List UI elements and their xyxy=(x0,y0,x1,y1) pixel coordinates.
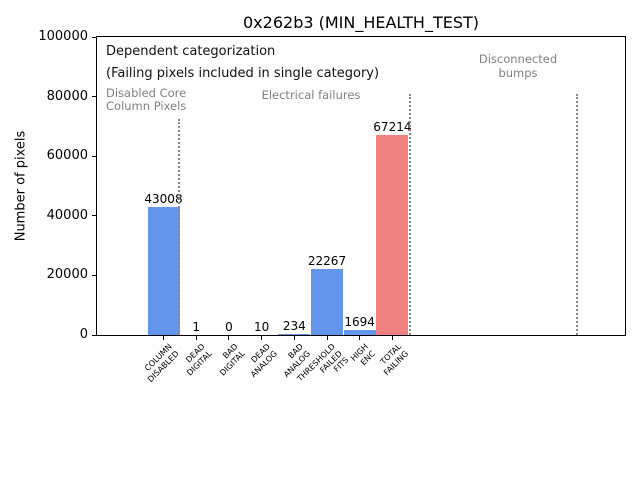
x-tick-mark xyxy=(359,336,361,340)
y-tick-label: 40000 xyxy=(46,207,88,223)
x-tick-label-column-disabled: COLUMN DISABLED xyxy=(142,342,181,384)
annotation-failing-pixels-note: (Failing pixels included in single categ… xyxy=(106,66,380,81)
x-tick-mark xyxy=(195,336,197,340)
bar-value-label-bad-digital: 0 xyxy=(225,320,233,334)
bar-threshold-failed-fits xyxy=(311,269,343,335)
bar-column-disabled xyxy=(147,207,180,335)
y-tick-label: 100000 xyxy=(38,29,88,44)
y-tick-mark xyxy=(92,215,96,217)
x-tick-mark xyxy=(391,336,393,340)
bar-value-label-dead-analog: 10 xyxy=(253,320,270,334)
region-label-disabled-core-column-pixels: Disabled Core Column Pixels xyxy=(106,86,187,113)
y-tick-mark xyxy=(92,36,96,38)
y-tick-label: 20000 xyxy=(46,267,88,283)
region-label-electrical-failures: Electrical failures xyxy=(261,88,361,102)
y-tick-mark xyxy=(92,274,96,276)
divider-dotted-line xyxy=(178,119,180,335)
y-tick-mark xyxy=(92,334,96,336)
bar-value-label-high-enc: 1694 xyxy=(344,315,375,329)
x-tick-label-total-failing: TOTAL FAILING xyxy=(378,342,410,377)
y-tick-label: 0 xyxy=(79,327,88,342)
x-tick-mark xyxy=(326,336,328,340)
bar-high-enc xyxy=(343,330,376,335)
bar-total-failing xyxy=(376,135,409,335)
x-tick-mark xyxy=(228,336,230,340)
y-tick-mark xyxy=(92,96,96,98)
x-tick-label-dead-digital: DEAD DIGITAL xyxy=(184,342,214,378)
bar-bad-analog xyxy=(278,334,311,335)
region-label-disconnected-bumps: Disconnected bumps xyxy=(478,52,558,80)
chart-title: 0x262b3 (MIN_HEALTH_TEST) xyxy=(243,13,479,32)
x-tick-mark xyxy=(293,336,295,340)
bar-value-label-column-disabled: 43008 xyxy=(144,192,183,206)
x-tick-label-dead-analog: DEAD ANALOG xyxy=(248,342,279,379)
x-tick-mark xyxy=(261,336,263,340)
x-tick-mark xyxy=(163,336,164,340)
bar-value-label-dead-digital: 1 xyxy=(192,320,200,334)
divider-dotted-line xyxy=(409,94,411,335)
bar-value-label-bad-analog: 234 xyxy=(282,319,306,333)
y-tick-mark xyxy=(92,155,96,157)
y-tick-label: 60000 xyxy=(46,148,88,164)
plot-area: Dependent categorization (Failing pixels… xyxy=(96,36,626,336)
bar-value-label-threshold-failed-fits: 22267 xyxy=(307,254,347,268)
divider-dotted-line xyxy=(576,94,578,335)
x-tick-label-high-enc: HIGH ENC xyxy=(349,342,377,367)
bar-value-label-total-failing: 67214 xyxy=(373,120,412,134)
annotation-dependent-categorization: Dependent categorization xyxy=(106,44,276,59)
y-tick-label: 80000 xyxy=(46,88,88,104)
x-tick-label-bad-digital: BAD DIGITAL xyxy=(217,342,246,378)
